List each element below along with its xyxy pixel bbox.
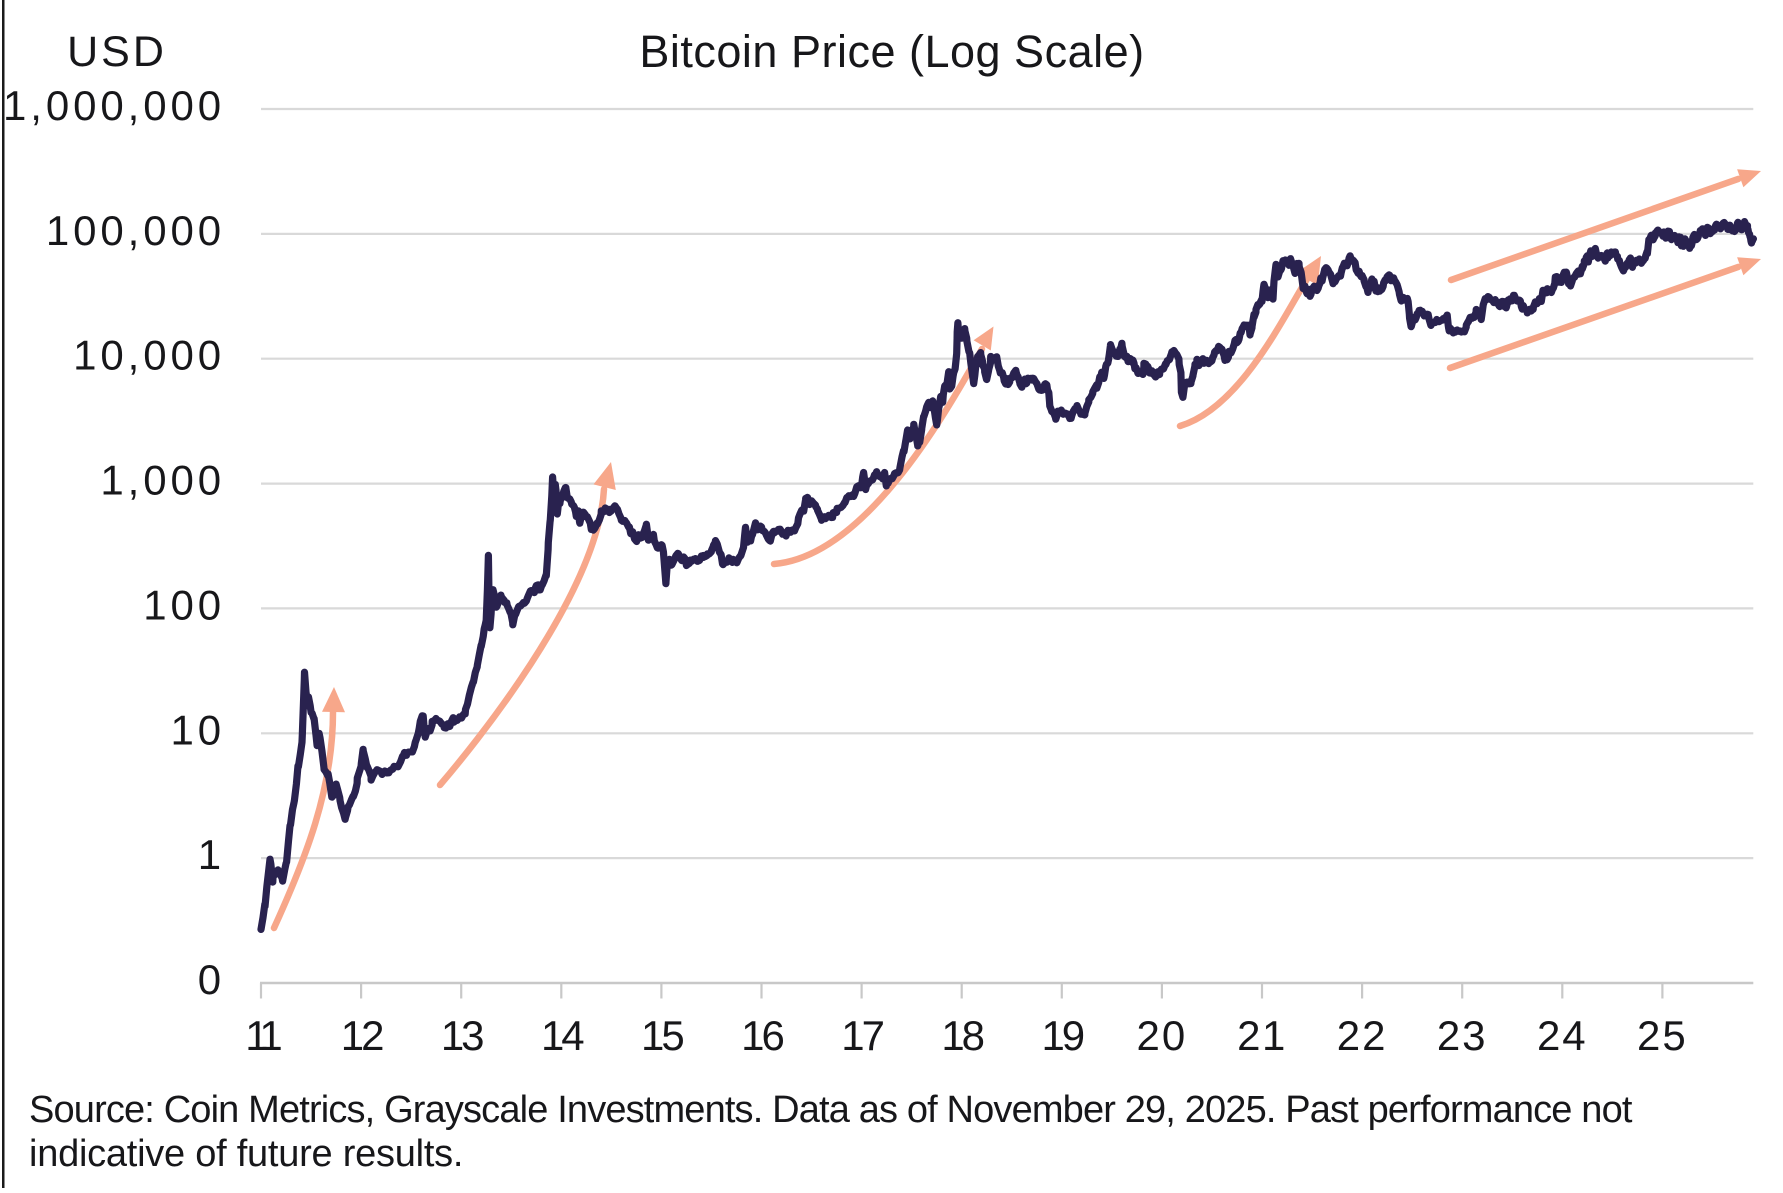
svg-text:13: 13	[441, 1012, 483, 1059]
svg-text:1,000,000: 1,000,000	[3, 82, 225, 129]
svg-text:11: 11	[245, 1012, 281, 1059]
svg-text:10,000: 10,000	[73, 332, 225, 379]
svg-text:1,000: 1,000	[100, 457, 225, 504]
svg-text:0: 0	[198, 956, 225, 1003]
svg-text:15: 15	[641, 1012, 683, 1059]
svg-text:indicative of future results.: indicative of future results.	[29, 1133, 463, 1175]
svg-text:18: 18	[941, 1012, 983, 1059]
svg-text:19: 19	[1041, 1012, 1083, 1059]
svg-text:10: 10	[170, 706, 225, 753]
svg-text:USD: USD	[67, 28, 167, 76]
svg-text:100: 100	[143, 581, 225, 628]
svg-text:Source: Coin Metrics, Grayscal: Source: Coin Metrics, Grayscale Investme…	[29, 1089, 1633, 1131]
svg-text:21: 21	[1237, 1012, 1287, 1059]
svg-text:Bitcoin Price (Log Scale): Bitcoin Price (Log Scale)	[639, 26, 1144, 77]
svg-text:100,000: 100,000	[46, 207, 225, 254]
svg-text:25: 25	[1637, 1012, 1688, 1059]
svg-text:14: 14	[541, 1012, 584, 1059]
svg-text:23: 23	[1437, 1012, 1488, 1059]
svg-text:17: 17	[841, 1012, 883, 1059]
svg-text:12: 12	[341, 1012, 383, 1059]
svg-text:20: 20	[1137, 1012, 1188, 1059]
svg-text:24: 24	[1537, 1012, 1588, 1059]
svg-text:1: 1	[198, 831, 225, 878]
svg-text:22: 22	[1337, 1012, 1388, 1059]
svg-text:16: 16	[741, 1012, 783, 1059]
